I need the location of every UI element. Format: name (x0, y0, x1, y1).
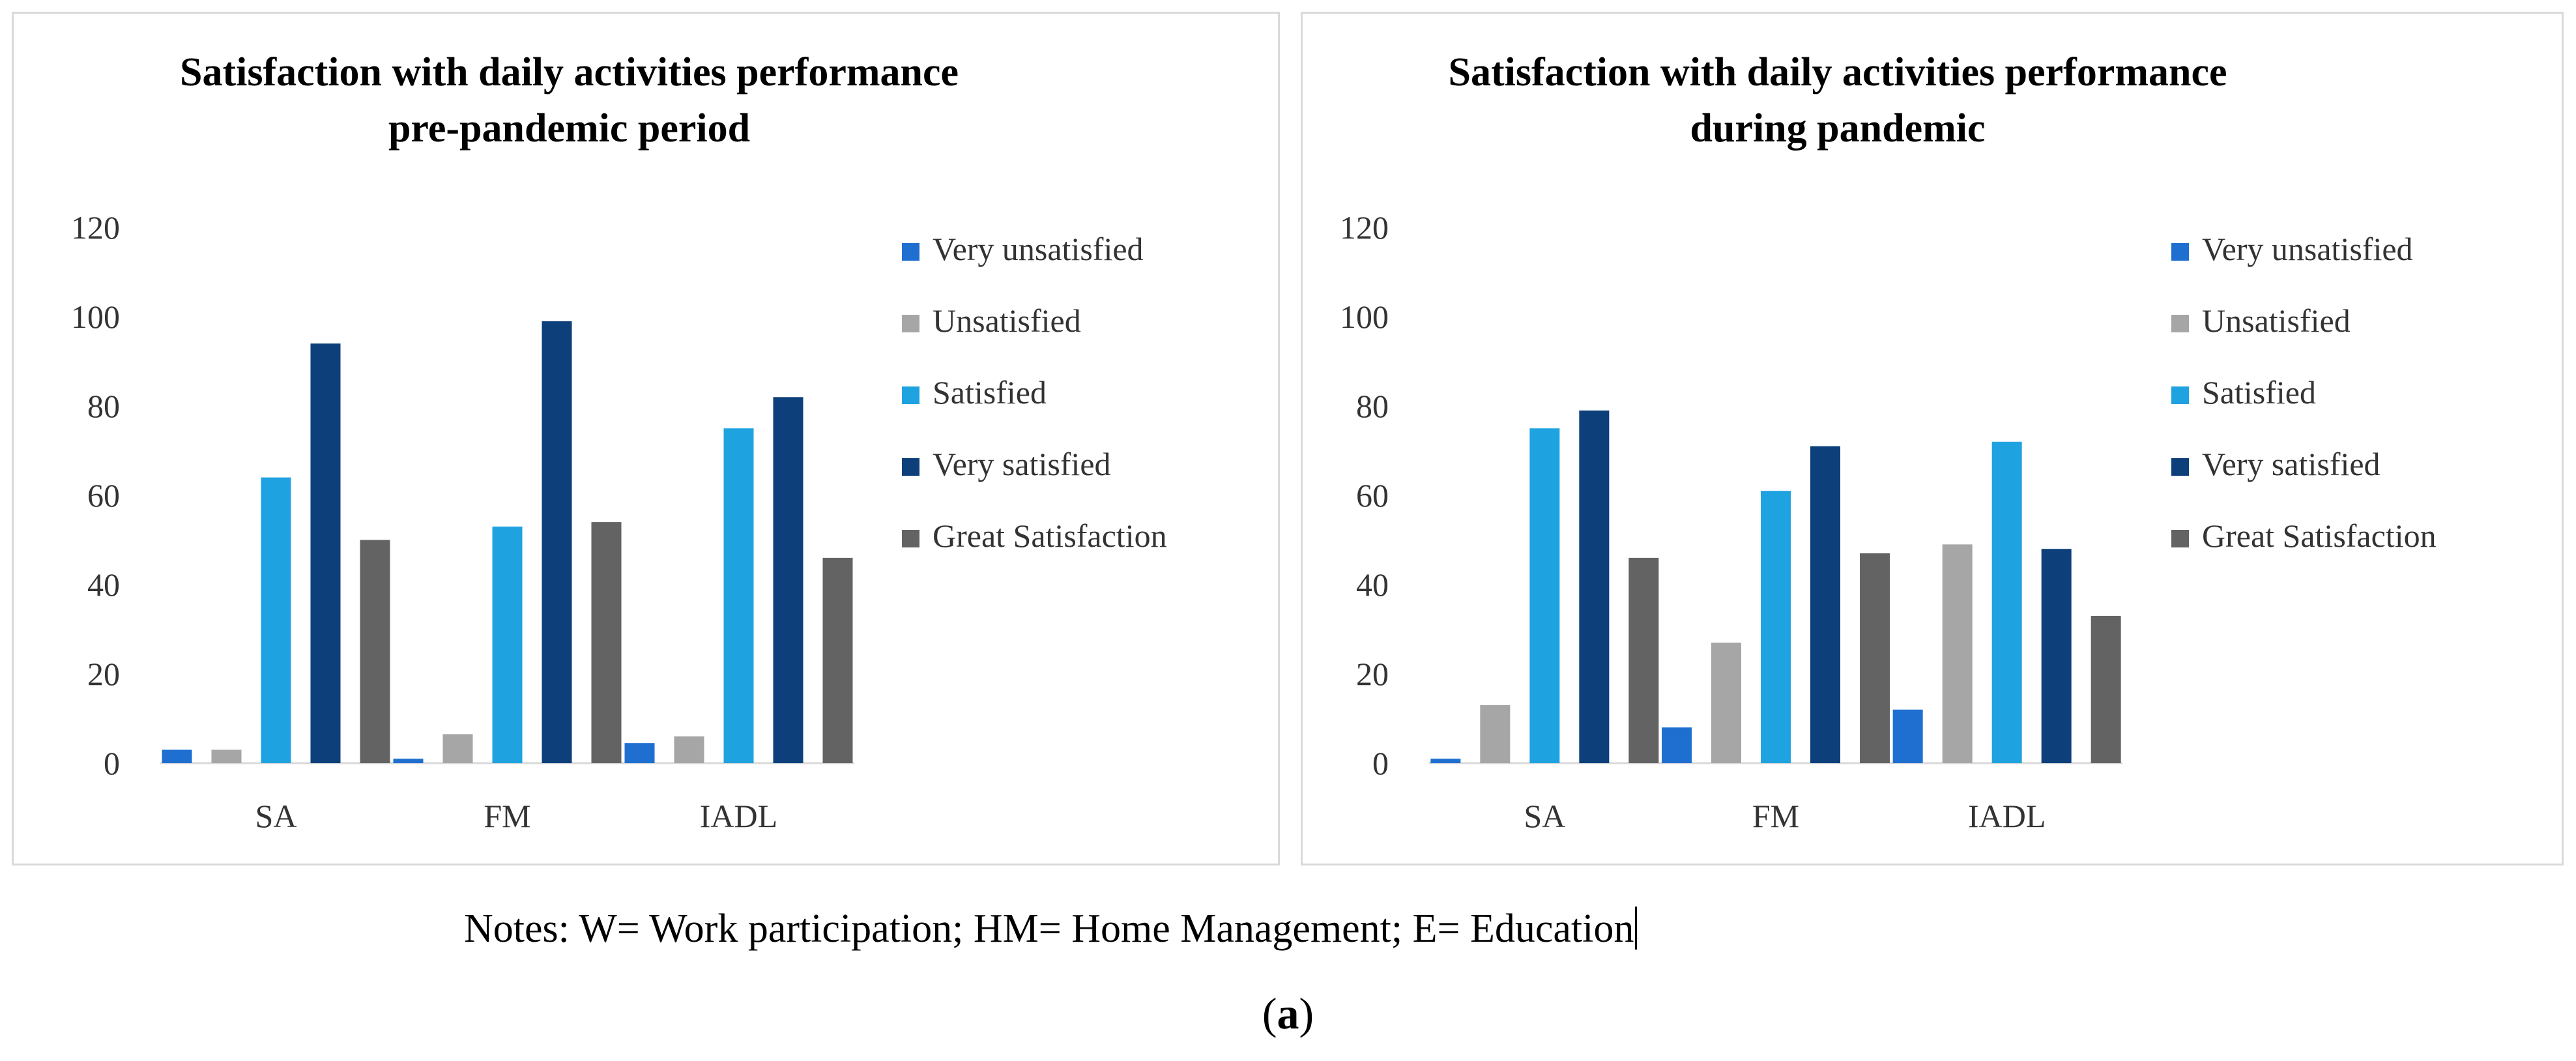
legend-swatch (902, 386, 919, 404)
text-cursor (1635, 907, 1638, 950)
bar-sa-satisfied (261, 477, 291, 763)
bar-iadl-very-unsatisfied (624, 743, 655, 763)
legend-label: Very satisfied (2202, 446, 2381, 482)
legend-swatch (2171, 315, 2189, 332)
legend-label: Satisfied (2202, 374, 2316, 411)
notes-text: Notes: W= Work participation; HM= Home M… (464, 906, 1638, 952)
notes-label: Notes: W= Work participation; HM= Home M… (464, 907, 1634, 951)
bar-fm-very-unsatisfied (1662, 727, 1692, 763)
y-tick-label: 0 (104, 745, 120, 781)
bar-sa-satisfied (1529, 428, 1560, 763)
bar-iadl-great-satisfaction (822, 557, 853, 763)
bar-iadl-satisfied (723, 428, 754, 763)
y-tick-label: 40 (1356, 566, 1389, 603)
bar-sa-great-satisfaction (1628, 557, 1659, 763)
y-tick-label: 20 (87, 656, 120, 692)
legend-swatch (2171, 243, 2189, 261)
bar-sa-very-unsatisfied (162, 749, 192, 763)
bar-iadl-great-satisfaction (2091, 615, 2121, 763)
y-tick-label: 60 (1356, 477, 1389, 514)
y-tick-label: 100 (1340, 298, 1389, 335)
bar-fm-very-satisfied (542, 321, 572, 764)
bar-iadl-very-unsatisfied (1892, 709, 1923, 763)
bar-iadl-satisfied (1991, 441, 2022, 763)
bar-fm-unsatisfied (1711, 643, 1741, 763)
y-tick-label: 120 (71, 209, 120, 246)
chart-title-line: pre-pandemic period (388, 106, 750, 151)
chart-panel-pre-pandemic: Satisfaction with daily activities perfo… (12, 12, 1280, 865)
legend-label: Unsatisfied (933, 302, 1081, 339)
legend-swatch (902, 315, 919, 332)
x-tick-label: IADL (700, 798, 777, 834)
caption-open: ( (1262, 989, 1277, 1038)
y-tick-label: 80 (1356, 388, 1389, 424)
legend-swatch (2171, 386, 2189, 404)
bar-sa-great-satisfaction (360, 540, 390, 763)
chart-during-pandemic: Satisfaction with daily activities perfo… (1340, 50, 2437, 834)
chart-title-line: Satisfaction with daily activities perfo… (180, 50, 959, 94)
caption-close: ) (1299, 989, 1314, 1038)
legend-swatch (902, 243, 919, 261)
bar-fm-unsatisfied (442, 734, 473, 763)
bar-sa-unsatisfied (211, 749, 242, 763)
chart-title-line: Satisfaction with daily activities perfo… (1448, 50, 2227, 94)
x-tick-label: FM (1752, 798, 1799, 834)
bar-fm-very-unsatisfied (393, 759, 424, 763)
legend-label: Very unsatisfied (933, 231, 1144, 267)
bar-fm-great-satisfaction (1860, 553, 1890, 763)
bar-sa-very-satisfied (1579, 410, 1610, 763)
bar-iadl-very-satisfied (2041, 549, 2072, 763)
bar-fm-very-satisfied (1810, 446, 1840, 763)
bar-sa-unsatisfied (1480, 705, 1511, 763)
bar-iadl-very-satisfied (773, 397, 803, 763)
legend-label: Very satisfied (933, 446, 1111, 482)
legend-swatch (2171, 458, 2189, 476)
bar-fm-satisfied (492, 526, 523, 763)
legend-label: Unsatisfied (2202, 302, 2351, 339)
y-tick-label: 20 (1356, 656, 1389, 692)
x-tick-label: SA (255, 798, 297, 834)
bar-fm-great-satisfaction (591, 522, 622, 763)
bar-iadl-unsatisfied (674, 736, 704, 763)
y-tick-label: 0 (1372, 745, 1389, 781)
legend-label: Great Satisfaction (2202, 517, 2437, 554)
y-tick-label: 80 (87, 388, 120, 424)
bar-fm-satisfied (1761, 491, 1791, 763)
x-tick-label: SA (1524, 798, 1565, 834)
figure-caption: (a) (0, 988, 2576, 1039)
caption-letter: a (1277, 989, 1299, 1038)
legend-label: Great Satisfaction (933, 517, 1167, 554)
legend-swatch (902, 458, 919, 476)
x-tick-label: IADL (1968, 798, 2046, 834)
y-tick-label: 60 (87, 477, 120, 514)
bar-sa-very-satisfied (310, 343, 341, 763)
legend-label: Satisfied (933, 374, 1047, 411)
chart-panel-during-pandemic: Satisfaction with daily activities perfo… (1301, 12, 2564, 865)
x-tick-label: FM (484, 798, 530, 834)
bar-sa-very-unsatisfied (1430, 759, 1461, 763)
legend-swatch (902, 530, 919, 547)
chart-pre-pandemic: Satisfaction with daily activities perfo… (71, 50, 1167, 834)
y-tick-label: 100 (71, 298, 120, 335)
y-tick-label: 40 (87, 566, 120, 603)
chart-title-line: during pandemic (1690, 106, 1985, 151)
legend-label: Very unsatisfied (2202, 231, 2413, 267)
bar-iadl-unsatisfied (1942, 544, 1973, 763)
y-tick-label: 120 (1340, 209, 1389, 246)
legend-swatch (2171, 530, 2189, 547)
